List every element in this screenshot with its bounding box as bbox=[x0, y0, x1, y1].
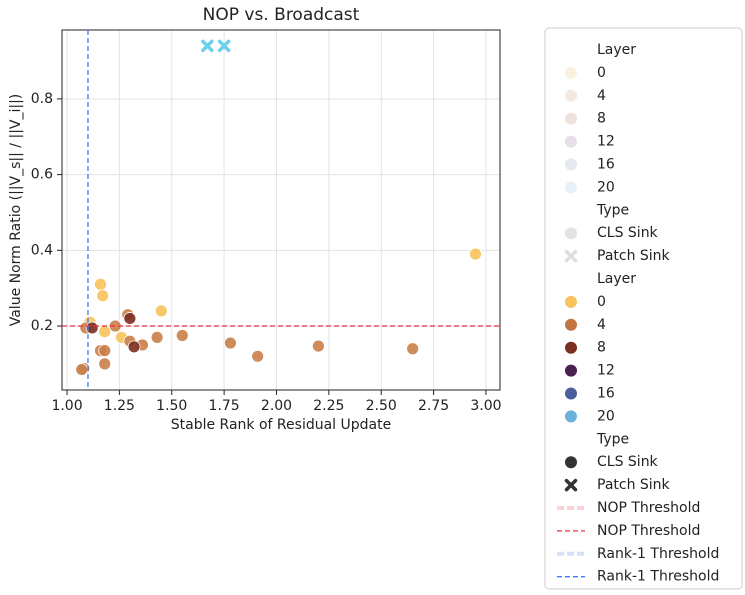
legend-marker bbox=[565, 387, 577, 400]
y-tick-label: 0.4 bbox=[31, 242, 53, 258]
point bbox=[469, 247, 482, 261]
point bbox=[98, 344, 112, 358]
legend-box bbox=[544, 27, 743, 590]
x-stroke bbox=[217, 39, 231, 53]
point bbox=[85, 321, 99, 335]
x-tick-label: 1.25 bbox=[104, 398, 135, 414]
x-stroke bbox=[201, 39, 214, 53]
legend-label: 4 bbox=[597, 317, 606, 333]
legend-label: 0 bbox=[597, 65, 606, 81]
legend-marker bbox=[565, 410, 577, 423]
legend-label: 8 bbox=[597, 111, 606, 127]
legend-marker bbox=[565, 341, 577, 354]
legend-marker bbox=[565, 456, 577, 469]
y-axis-label: Value Norm Ratio (||V_s|| / ||V_i||) bbox=[8, 94, 24, 327]
legend-heading: Type bbox=[596, 431, 629, 447]
legend-marker bbox=[565, 181, 577, 194]
x-tick-label: 3.00 bbox=[470, 398, 501, 414]
point bbox=[201, 39, 214, 53]
point bbox=[311, 339, 325, 353]
legend-label: Rank-1 Threshold bbox=[597, 546, 719, 562]
point bbox=[127, 340, 141, 354]
point bbox=[224, 336, 237, 350]
plot-frame bbox=[61, 29, 501, 391]
point bbox=[96, 289, 110, 303]
legend-label: NOP Threshold bbox=[597, 523, 700, 539]
y-tick-label: 0.2 bbox=[31, 318, 53, 334]
point bbox=[154, 304, 168, 318]
point bbox=[75, 363, 89, 376]
legend-marker bbox=[564, 249, 578, 263]
legend-heading: Type bbox=[596, 202, 629, 218]
legend-marker bbox=[565, 364, 577, 377]
point bbox=[406, 342, 420, 356]
chart-title: NOP vs. Broadcast bbox=[203, 5, 360, 25]
point bbox=[175, 329, 189, 342]
legend-marker bbox=[565, 112, 577, 125]
y-tick-label: 0.6 bbox=[31, 167, 53, 183]
legend-marker bbox=[565, 318, 577, 331]
point bbox=[123, 312, 137, 325]
legend-marker bbox=[565, 227, 577, 240]
legend-label: 20 bbox=[597, 408, 615, 424]
x-stroke bbox=[564, 478, 578, 492]
legend-label: Patch Sink bbox=[597, 477, 671, 493]
x-tick-label: 1.75 bbox=[209, 398, 240, 414]
x-axis-label: Stable Rank of Residual Update bbox=[171, 417, 391, 433]
legend-heading: Layer bbox=[597, 271, 636, 287]
x-tick-label: 2.00 bbox=[261, 398, 292, 414]
legend-label: 16 bbox=[597, 386, 615, 402]
legend-marker bbox=[565, 66, 577, 79]
legend-marker bbox=[565, 135, 577, 148]
legend-label: 8 bbox=[597, 340, 606, 356]
point bbox=[94, 277, 107, 291]
x-tick-label: 2.25 bbox=[313, 398, 344, 414]
point bbox=[98, 325, 112, 339]
legend-label: Rank-1 Threshold bbox=[597, 569, 719, 585]
legend-marker bbox=[565, 89, 577, 102]
legend-label: 20 bbox=[597, 179, 615, 195]
point bbox=[98, 357, 112, 371]
legend-label: 12 bbox=[597, 134, 615, 150]
legend-heading: Layer bbox=[597, 42, 636, 58]
point bbox=[217, 39, 231, 53]
x-tick-label: 1.50 bbox=[156, 398, 187, 414]
legend-marker bbox=[564, 478, 578, 492]
point bbox=[251, 349, 265, 363]
legend-label: CLS Sink bbox=[597, 454, 659, 470]
x-tick-label: 2.50 bbox=[366, 398, 397, 414]
x-stroke bbox=[564, 249, 578, 263]
x-tick-label: 2.75 bbox=[418, 398, 449, 414]
legend-label: NOP Threshold bbox=[597, 500, 700, 516]
y-tick-label: 0.8 bbox=[31, 91, 53, 107]
point bbox=[150, 330, 164, 344]
legend-label: 12 bbox=[597, 363, 615, 379]
legend-marker bbox=[565, 158, 577, 171]
legend-label: 16 bbox=[597, 157, 615, 173]
legend-label: Patch Sink bbox=[597, 248, 671, 264]
x-tick-label: 1.00 bbox=[51, 398, 82, 414]
legend-label: CLS Sink bbox=[597, 225, 659, 241]
legend-label: 0 bbox=[597, 294, 606, 310]
legend-label: 4 bbox=[597, 88, 606, 104]
legend-marker bbox=[565, 295, 577, 308]
